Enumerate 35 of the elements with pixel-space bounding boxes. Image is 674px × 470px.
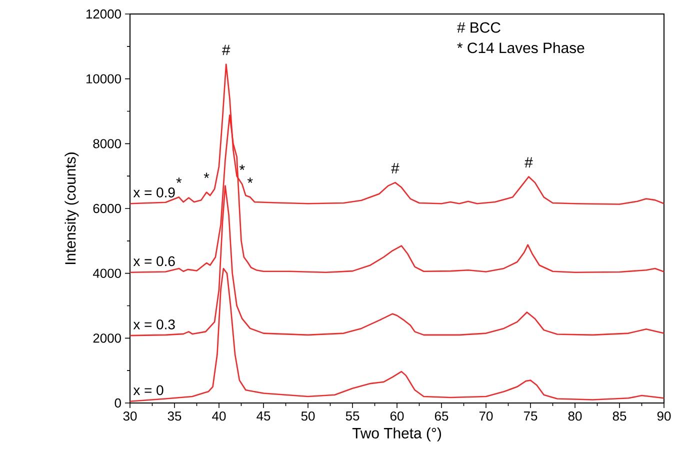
- x-tick-label: 50: [301, 412, 315, 421]
- x-tick-label: 45: [256, 412, 270, 421]
- y-tick-label: 0: [114, 398, 121, 408]
- x-tick-label: 75: [524, 412, 538, 421]
- annotation: *: [247, 178, 253, 183]
- x-tick-label: 60: [390, 412, 404, 421]
- series-label: x = 0.9: [133, 188, 175, 198]
- annotation: #: [391, 163, 400, 174]
- y-tick-label: 12000: [86, 9, 121, 19]
- y-tick-label: 10000: [86, 74, 121, 84]
- series-label: x = 0.3: [133, 319, 175, 330]
- y-tick-label: 4000: [92, 268, 121, 278]
- x-tick-label: 55: [346, 412, 360, 421]
- annotation: # BCC: [457, 22, 500, 33]
- series-label: x = 0: [133, 385, 164, 396]
- y-tick-label: 8000: [93, 139, 121, 148]
- y-axis-title: Intensity (counts): [64, 152, 79, 264]
- annotation: *: [204, 172, 210, 178]
- x-axis-title: Two Theta (°): [352, 428, 441, 442]
- annotation: #: [222, 44, 230, 56]
- annotation: #: [524, 157, 533, 168]
- x-tick-label: 40: [212, 412, 226, 421]
- x-tick-label: 80: [568, 412, 582, 421]
- x-tick-label: 65: [434, 412, 448, 421]
- x-tick-label: 90: [657, 412, 671, 421]
- y-tick-label: 6000: [93, 204, 121, 214]
- x-tick-label: 35: [168, 412, 182, 421]
- x-tick-label: 30: [123, 412, 137, 421]
- x-tick-label: 85: [612, 412, 626, 421]
- series-label: x = 0.6: [133, 256, 175, 266]
- y-tick-label: 2000: [93, 334, 121, 343]
- x-tick-label: 70: [479, 412, 493, 421]
- annotation: * C14 Laves Phase: [457, 42, 584, 54]
- annotation: *: [239, 164, 245, 170]
- annotation: *: [176, 178, 182, 183]
